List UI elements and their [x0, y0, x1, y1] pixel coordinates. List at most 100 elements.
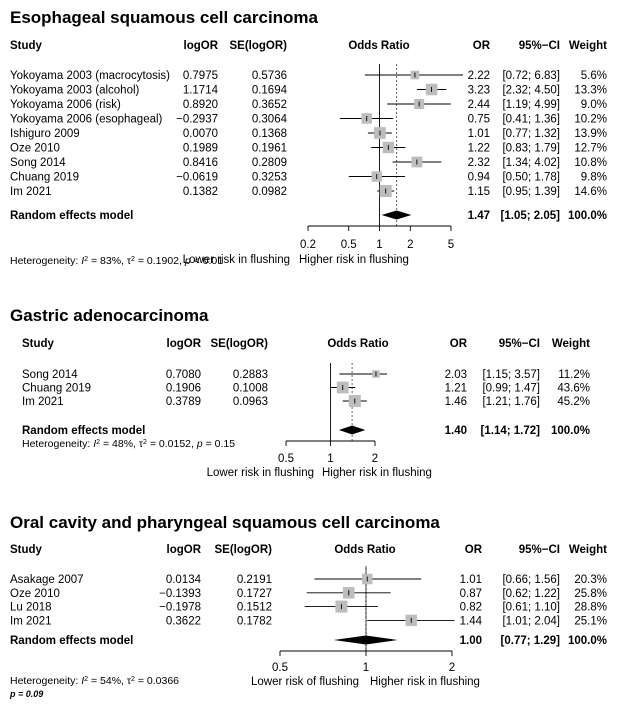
study-logor: −0.0619	[176, 172, 218, 184]
study-logor: 0.8920	[183, 99, 218, 111]
direction-label-higher: Higher risk in flushing	[322, 467, 432, 479]
study-logor: 0.3789	[166, 396, 201, 408]
direction-label-lower: Lower risk of flushing	[251, 676, 359, 688]
study-weight: 9.8%	[581, 172, 607, 184]
study-ci: [1.19; 4.99]	[502, 99, 560, 111]
x-axis-tick-label: 1	[327, 453, 333, 465]
direction-label-lower: Lower risk in flushing	[207, 467, 314, 479]
study-se-logor: 0.1512	[237, 602, 272, 614]
heterogeneity-text: Heterogeneity: I2 = 48%, τ2 = 0.0152, p …	[22, 438, 235, 450]
study-logor: 0.7080	[166, 369, 201, 381]
study-name: Yokoyama 2006 (risk)	[10, 99, 121, 111]
study-or: 1.44	[460, 615, 483, 627]
header-odds-ratio: Odds Ratio	[348, 40, 409, 52]
study-name: Lu 2018	[10, 602, 52, 614]
pooled-or: 1.00	[460, 635, 482, 647]
header-ci: 95%−CI	[519, 40, 560, 52]
panel-oral-cavity: Oral cavity and pharyngeal squamous cell…	[9, 513, 607, 699]
study-ci: [0.83; 1.79]	[502, 143, 560, 155]
panel-title: Oral cavity and pharyngeal squamous cell…	[10, 513, 440, 532]
study-or: 2.03	[445, 369, 467, 381]
header-logor: logOR	[167, 338, 202, 350]
study-weight: 25.8%	[574, 588, 607, 600]
study-name: Yokoyama 2003 (alcohol)	[10, 85, 140, 97]
heterogeneity-text: Heterogeneity: I2 = 83%, τ2 = 0.1902, p …	[10, 255, 223, 267]
study-logor: 0.1989	[183, 143, 218, 155]
study-name: Im 2021	[22, 396, 64, 408]
header-weight: Weight	[569, 40, 607, 52]
x-axis-tick-label: 0.5	[341, 239, 357, 251]
x-axis-tick-label: 2	[449, 662, 455, 674]
study-weight: 43.6%	[557, 383, 590, 395]
header-odds-ratio: Odds Ratio	[327, 338, 388, 350]
study-weight: 9.0%	[581, 99, 607, 111]
study-logor: −0.2937	[176, 114, 218, 126]
study-weight: 13.3%	[574, 85, 607, 97]
header-odds-ratio: Odds Ratio	[334, 544, 395, 556]
pooled-ci: [1.05; 2.05]	[501, 210, 561, 222]
study-weight: 10.8%	[574, 157, 607, 169]
pooled-or: 1.40	[445, 425, 467, 437]
header-weight: Weight	[569, 544, 607, 556]
study-logor: 0.7975	[183, 70, 218, 82]
study-se-logor: 0.1727	[237, 588, 272, 600]
study-logor: 1.1714	[183, 85, 219, 97]
study-se-logor: 0.2809	[252, 157, 287, 169]
study-or: 1.46	[445, 396, 467, 408]
x-axis-tick-label: 0.5	[278, 453, 294, 465]
study-ci: [0.72; 6.83]	[502, 70, 560, 82]
study-name: Ishiguro 2009	[10, 128, 80, 140]
study-rows: Yokoyama 2003 (macrocytosis) 0.7975 0.5736…	[10, 70, 607, 198]
header-study: Study	[10, 40, 43, 52]
header-logor: logOR	[184, 40, 219, 52]
study-or: 3.23	[468, 85, 490, 97]
plot-area: 0.2 0.5 1 2 5	[300, 64, 463, 251]
study-se-logor: 0.0982	[252, 186, 287, 198]
pooled-label: Random effects model	[10, 635, 133, 647]
study-se-logor: 0.1008	[233, 383, 268, 395]
plot-area: 0.5 1 2	[272, 566, 455, 674]
header-ci: 95%−CI	[519, 544, 560, 556]
pooled-or: 1.47	[468, 210, 490, 222]
study-or: 1.22	[468, 143, 490, 155]
study-weight: 10.2%	[574, 114, 607, 126]
study-ci: [0.99; 1.47]	[482, 383, 540, 395]
study-or: 0.75	[468, 114, 490, 126]
study-ci: [1.01; 2.04]	[502, 615, 560, 627]
direction-label-lower: Lower risk in flushing	[183, 254, 290, 266]
study-ci: [0.61; 1.10]	[502, 602, 560, 614]
header-or: OR	[465, 544, 483, 556]
header-or: OR	[450, 338, 468, 350]
pooled-diamond	[381, 210, 412, 220]
study-or: 1.15	[468, 186, 490, 198]
study-logor: 0.0134	[166, 574, 202, 586]
header-weight: Weight	[552, 338, 590, 350]
study-or: 2.22	[468, 70, 490, 82]
pooled-ci: [1.14; 1.72]	[481, 425, 541, 437]
study-or: 2.44	[468, 99, 491, 111]
study-ci: [0.66; 1.56]	[502, 574, 560, 586]
study-or: 1.21	[445, 383, 467, 395]
study-or: 0.82	[460, 602, 482, 614]
study-se-logor: 0.1782	[237, 615, 272, 627]
study-logor: −0.1393	[159, 588, 201, 600]
study-se-logor: 0.1694	[252, 85, 288, 97]
study-weight: 28.8%	[574, 602, 607, 614]
header-logor: logOR	[167, 544, 202, 556]
study-or: 1.01	[468, 128, 490, 140]
pooled-diamond	[333, 635, 398, 645]
panel-esophageal: Esophageal squamous cell carcinoma Study…	[10, 8, 607, 267]
direction-label-higher: Higher risk in flushing	[370, 676, 480, 688]
study-logor: 0.1906	[166, 383, 201, 395]
study-weight: 12.7%	[574, 143, 607, 155]
pooled-label: Random effects model	[22, 425, 145, 437]
study-se-logor: 0.3253	[252, 172, 287, 184]
header-se: SE(logOR)	[230, 40, 288, 52]
study-or: 0.87	[460, 588, 482, 600]
header-study: Study	[22, 338, 55, 350]
x-axis-tick-label: 5	[448, 239, 454, 251]
pooled-weight: 100.0%	[568, 210, 607, 222]
study-name: Chuang 2019	[22, 383, 91, 395]
study-logor: 0.8416	[183, 157, 218, 169]
